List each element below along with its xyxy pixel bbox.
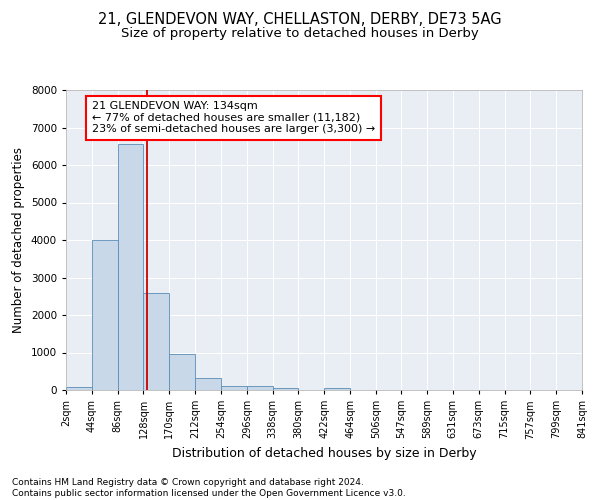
Bar — [195, 378, 221, 390]
Bar — [247, 386, 272, 390]
Bar — [169, 354, 195, 390]
Bar — [118, 144, 143, 390]
Text: Size of property relative to detached houses in Derby: Size of property relative to detached ho… — [121, 28, 479, 40]
X-axis label: Distribution of detached houses by size in Derby: Distribution of detached houses by size … — [172, 447, 476, 460]
Text: Contains HM Land Registry data © Crown copyright and database right 2024.
Contai: Contains HM Land Registry data © Crown c… — [12, 478, 406, 498]
Bar — [92, 240, 118, 390]
Bar — [221, 386, 247, 390]
Bar — [325, 388, 350, 390]
Text: 21, GLENDEVON WAY, CHELLASTON, DERBY, DE73 5AG: 21, GLENDEVON WAY, CHELLASTON, DERBY, DE… — [98, 12, 502, 28]
Text: 21 GLENDEVON WAY: 134sqm
← 77% of detached houses are smaller (11,182)
23% of se: 21 GLENDEVON WAY: 134sqm ← 77% of detach… — [92, 101, 375, 134]
Bar — [66, 388, 92, 390]
Bar — [272, 388, 298, 390]
Y-axis label: Number of detached properties: Number of detached properties — [12, 147, 25, 333]
Bar — [143, 292, 169, 390]
